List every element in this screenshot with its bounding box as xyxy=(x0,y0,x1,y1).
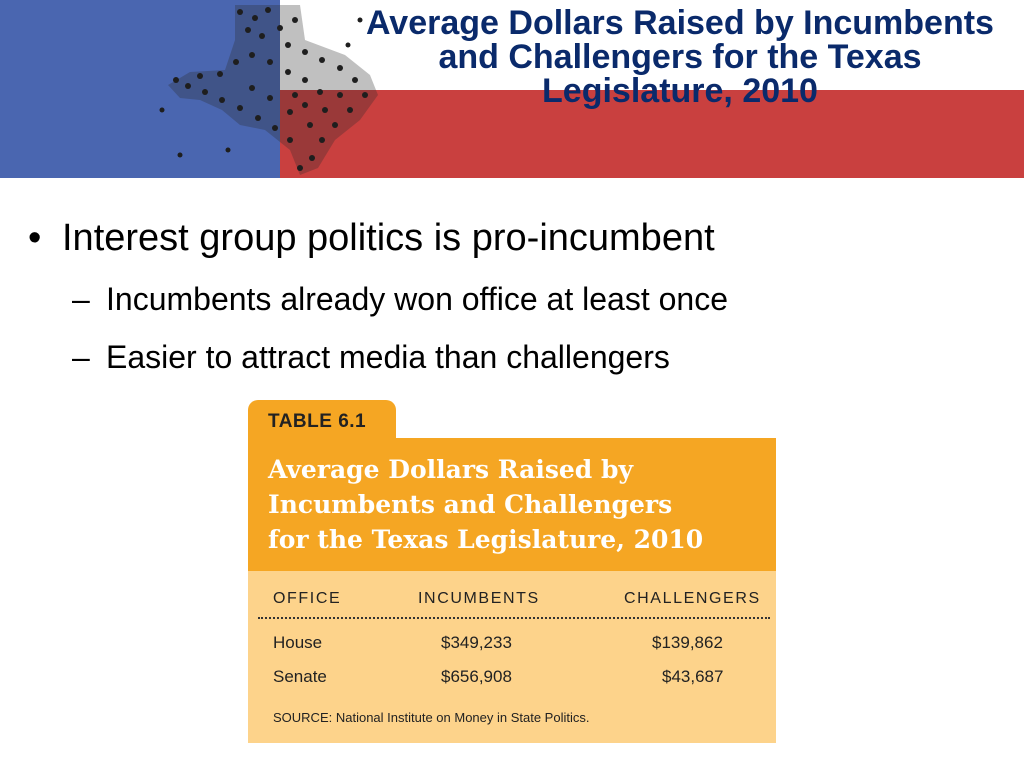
column-header-challengers: CHALLENGERS xyxy=(624,590,761,607)
column-header-office: OFFICE xyxy=(273,590,342,607)
cell-challengers: $139,862 xyxy=(652,633,723,652)
table-6-1: TABLE 6.1 Average Dollars Raised by Incu… xyxy=(248,400,776,743)
cell-incumbents: $349,233 xyxy=(441,633,512,652)
cell-office: House xyxy=(273,633,323,652)
table-header-panel: Average Dollars Raised by Incumbents and… xyxy=(248,438,776,571)
bullet-main: • Interest group politics is pro-incumben… xyxy=(28,215,715,261)
table-title-line: Average Dollars Raised by xyxy=(268,455,633,484)
bullet-glyph: • xyxy=(28,217,42,259)
slide-title: Average Dollars Raised by Incumbents and… xyxy=(366,4,994,110)
texas-map-crowd-icon xyxy=(0,0,1024,178)
cell-challengers: $43,687 xyxy=(662,667,724,686)
table-body: OFFICE INCUMBENTS CHALLENGERS House $349… xyxy=(248,571,776,743)
table-title-line: for the Texas Legislature, 2010 xyxy=(268,525,704,554)
bullet-sub-2: – Easier to attract media than challenger… xyxy=(72,337,670,377)
header-banner: Average Dollars Raised by Incumbents and… xyxy=(0,0,1024,178)
dotted-divider xyxy=(258,617,770,619)
cell-incumbents: $656,908 xyxy=(441,667,512,686)
cell-office: Senate xyxy=(273,667,327,686)
table-title-line: Incumbents and Challengers xyxy=(268,490,673,519)
bullet-sub-text: Easier to attract media than challengers xyxy=(106,339,670,375)
table-title: Average Dollars Raised by Incumbents and… xyxy=(268,452,768,557)
dash-glyph: – xyxy=(72,281,90,317)
bullet-sub-text: Incumbents already won office at least o… xyxy=(106,281,728,317)
table-source-note: SOURCE: National Institute on Money in S… xyxy=(273,710,590,725)
bullet-main-text: Interest group politics is pro-incumbent xyxy=(62,217,715,259)
bullet-sub-1: – Incumbents already won office at least … xyxy=(72,279,728,319)
column-header-incumbents: INCUMBENTS xyxy=(418,590,540,607)
table-tab-label: TABLE 6.1 xyxy=(248,400,396,440)
dash-glyph: – xyxy=(72,339,90,375)
